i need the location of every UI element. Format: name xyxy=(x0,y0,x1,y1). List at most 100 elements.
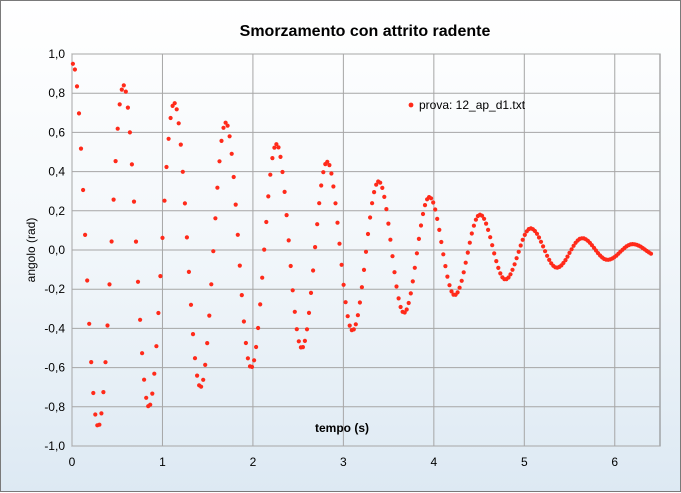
data-point xyxy=(337,241,342,246)
data-point xyxy=(392,270,397,275)
data-point xyxy=(506,275,511,280)
data-point xyxy=(494,259,499,264)
data-point xyxy=(258,302,263,307)
data-point xyxy=(467,240,472,245)
data-point xyxy=(190,332,196,337)
data-point xyxy=(211,249,216,254)
data-point xyxy=(378,180,383,185)
data-point xyxy=(571,243,576,248)
data-point xyxy=(233,202,238,207)
data-point xyxy=(282,189,287,194)
data-point xyxy=(565,254,570,259)
data-point xyxy=(496,265,501,270)
data-point xyxy=(140,351,145,356)
data-point xyxy=(70,61,75,66)
data-point xyxy=(78,146,84,151)
data-point xyxy=(390,254,395,259)
x-axis-label: tempo (s) xyxy=(315,421,369,435)
data-point xyxy=(121,83,126,88)
data-point xyxy=(341,282,346,287)
data-point xyxy=(343,300,348,305)
data-point xyxy=(315,222,320,227)
data-point xyxy=(221,125,226,130)
data-point xyxy=(262,247,267,252)
data-point xyxy=(113,159,118,164)
data-point xyxy=(158,274,163,279)
data-point xyxy=(162,198,167,203)
data-point xyxy=(76,111,82,116)
data-point xyxy=(219,138,224,143)
data-point xyxy=(119,87,124,92)
data-point xyxy=(284,213,289,218)
data-point xyxy=(333,201,338,206)
data-point xyxy=(274,142,279,147)
data-point xyxy=(522,232,527,237)
data-point xyxy=(482,216,487,221)
data-point xyxy=(304,327,310,332)
data-point xyxy=(508,272,513,277)
y-tick-label: 0,2 xyxy=(48,204,65,218)
x-tick-label: 6 xyxy=(611,455,618,469)
data-point xyxy=(488,235,493,240)
data-point xyxy=(319,183,324,188)
data-point xyxy=(292,309,297,314)
data-point xyxy=(87,321,92,326)
y-tick-label: 0,4 xyxy=(48,165,65,179)
data-point xyxy=(382,194,387,199)
data-point xyxy=(256,325,261,331)
data-point xyxy=(365,231,371,237)
data-point xyxy=(567,250,572,255)
data-point xyxy=(199,384,204,389)
data-point xyxy=(353,322,358,327)
data-point xyxy=(215,185,220,190)
data-point xyxy=(412,265,417,270)
data-point xyxy=(150,391,155,396)
data-point xyxy=(347,323,352,328)
data-point xyxy=(111,197,116,202)
data-point xyxy=(431,200,436,205)
data-point xyxy=(127,130,132,135)
data-point xyxy=(160,235,165,240)
data-point xyxy=(252,358,257,363)
data-point xyxy=(243,340,248,346)
data-point xyxy=(510,267,515,272)
data-point xyxy=(357,300,362,305)
data-point xyxy=(429,196,434,201)
y-tick-label: -0,4 xyxy=(44,321,65,335)
data-point xyxy=(498,271,503,276)
data-point xyxy=(125,105,130,110)
data-point xyxy=(306,310,312,315)
data-point xyxy=(404,307,409,312)
data-point xyxy=(329,171,334,176)
data-point xyxy=(471,223,476,228)
data-point xyxy=(192,356,198,361)
data-point xyxy=(72,67,77,72)
data-point xyxy=(386,221,391,226)
y-axis-label: angolo (rad) xyxy=(24,218,38,283)
grid-lines xyxy=(71,53,660,447)
data-point xyxy=(308,290,314,295)
data-point xyxy=(374,182,379,187)
data-point xyxy=(398,304,403,310)
data-point xyxy=(569,247,574,252)
data-point xyxy=(327,163,332,168)
data-point xyxy=(99,411,104,416)
data-point xyxy=(166,136,171,141)
data-point xyxy=(231,174,236,180)
data-point xyxy=(115,126,120,131)
data-point xyxy=(105,323,110,328)
data-point xyxy=(465,250,470,255)
data-point xyxy=(490,243,495,248)
data-points xyxy=(70,61,654,428)
data-point xyxy=(443,264,448,269)
data-point xyxy=(241,319,246,324)
data-point xyxy=(410,279,415,284)
chart-title: Smorzamento con attrito radente xyxy=(240,23,491,40)
data-point xyxy=(91,390,96,396)
y-tick-label: 0,0 xyxy=(48,243,65,257)
y-tick-label: -0,2 xyxy=(44,282,65,296)
data-point xyxy=(534,231,540,236)
data-point xyxy=(81,187,86,193)
data-point xyxy=(290,288,295,293)
